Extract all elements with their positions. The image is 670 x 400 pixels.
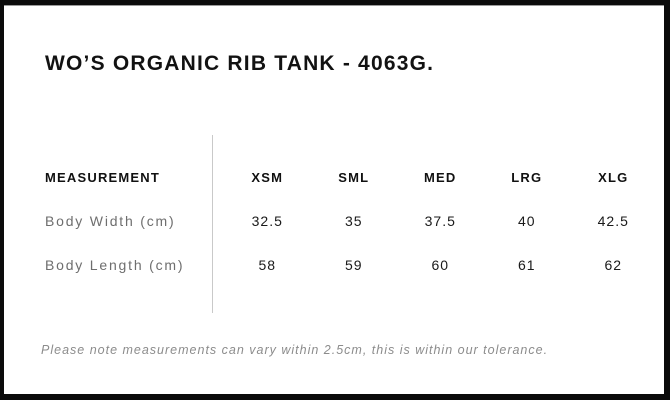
size-table: MEASUREMENT XSM SML MED LRG XLG Body Wid… [45, 155, 657, 287]
body-width-xsm: 32.5 [251, 213, 283, 229]
column-header-sml: SML [338, 169, 370, 185]
column-header-lrg: LRG [511, 169, 543, 185]
body-width-xlg: 42.5 [597, 213, 629, 229]
body-width-lrg: 40 [517, 213, 536, 229]
body-length-lrg: 61 [517, 257, 536, 273]
body-length-med: 60 [431, 257, 450, 273]
column-header-med: MED [424, 169, 457, 185]
page-title: WO’S ORGANIC RIB TANK - 4063G. [45, 52, 435, 75]
column-header-xsm: XSM [251, 169, 284, 185]
tolerance-note: Please note measurements can vary within… [41, 343, 549, 357]
row-label-body-width: Body Width (cm) [45, 213, 176, 229]
body-width-sml: 35 [344, 213, 363, 229]
table-column-divider [212, 135, 213, 313]
column-header-xlg: XLG [598, 169, 629, 185]
body-length-xlg: 62 [604, 257, 623, 273]
column-header-measurement: MEASUREMENT [45, 169, 161, 185]
body-length-sml: 59 [344, 257, 363, 273]
body-width-med: 37.5 [424, 213, 456, 229]
row-label-body-length: Body Length (cm) [45, 257, 185, 273]
body-length-xsm: 58 [258, 257, 277, 273]
